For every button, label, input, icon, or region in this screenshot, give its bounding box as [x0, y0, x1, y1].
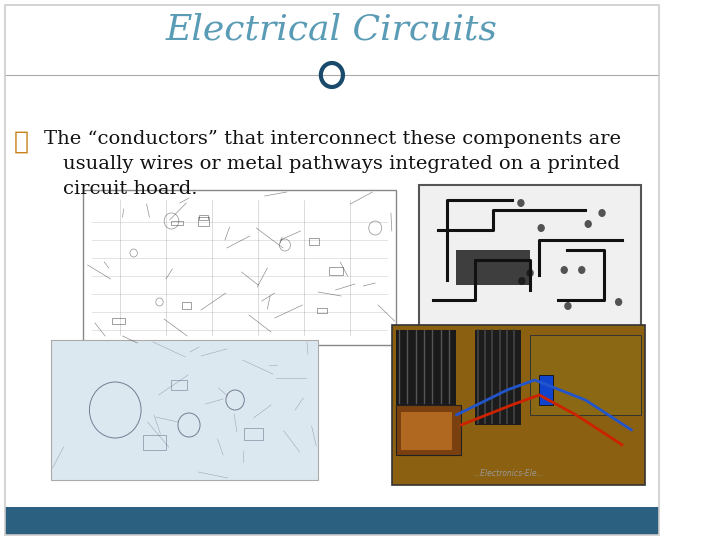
- Bar: [420, 185, 641, 330]
- Text: usually wires or metal pathways integrated on a printed: usually wires or metal pathways integrat…: [63, 155, 620, 173]
- Bar: [83, 190, 397, 345]
- Bar: [309, 238, 319, 245]
- Text: ➰: ➰: [14, 130, 29, 154]
- Bar: [401, 412, 451, 450]
- Bar: [198, 217, 210, 226]
- Circle shape: [564, 302, 572, 310]
- Bar: [474, 330, 521, 425]
- Circle shape: [585, 220, 592, 228]
- Circle shape: [578, 266, 585, 274]
- Bar: [199, 215, 208, 220]
- Bar: [181, 302, 191, 309]
- Circle shape: [517, 199, 525, 207]
- Text: The “conductors” that interconnect these components are: The “conductors” that interconnect these…: [44, 130, 621, 148]
- Bar: [329, 267, 343, 275]
- Bar: [50, 340, 318, 480]
- Bar: [143, 435, 166, 450]
- Circle shape: [598, 209, 606, 217]
- Bar: [392, 325, 645, 485]
- Circle shape: [615, 298, 622, 306]
- Bar: [530, 335, 641, 415]
- Bar: [317, 308, 328, 313]
- Bar: [112, 318, 125, 324]
- Bar: [171, 221, 183, 225]
- Text: Electrical Circuits: Electrical Circuits: [166, 13, 498, 47]
- Circle shape: [526, 269, 534, 277]
- Bar: [539, 375, 553, 405]
- Bar: [397, 405, 461, 455]
- Bar: [171, 380, 187, 390]
- Bar: [244, 428, 263, 440]
- Circle shape: [561, 266, 568, 274]
- Bar: [4, 507, 660, 535]
- Circle shape: [538, 224, 545, 232]
- Bar: [456, 250, 530, 285]
- Bar: [4, 0, 660, 95]
- Bar: [397, 330, 456, 405]
- Text: ...Electronics-Ele...: ...Electronics-Ele...: [474, 469, 544, 477]
- Circle shape: [518, 277, 526, 285]
- Text: circuit hoard.: circuit hoard.: [63, 180, 197, 198]
